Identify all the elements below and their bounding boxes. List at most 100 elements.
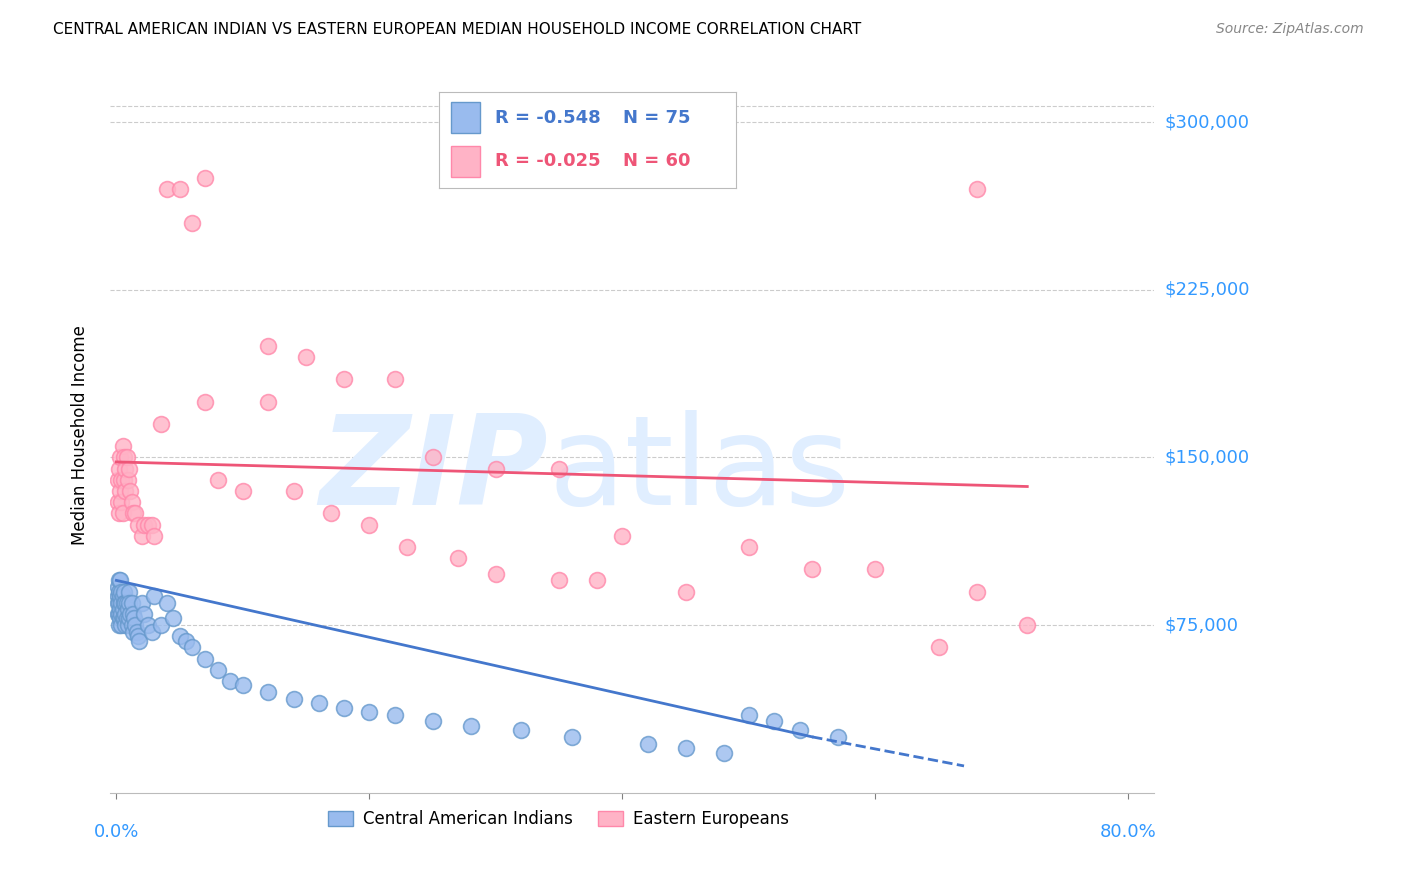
Point	[257, 394, 280, 409]
Point	[156, 596, 179, 610]
Point	[117, 602, 139, 616]
Point	[156, 182, 179, 196]
Point	[121, 495, 143, 509]
Point	[207, 473, 229, 487]
Point	[422, 714, 444, 729]
Point	[108, 483, 131, 498]
Text: atlas: atlas	[548, 410, 851, 532]
Point	[181, 640, 204, 655]
Point	[118, 611, 141, 625]
Point	[181, 216, 204, 230]
Point	[283, 483, 305, 498]
Point	[112, 611, 135, 625]
Point	[108, 574, 131, 588]
Point	[108, 584, 131, 599]
Point	[141, 517, 163, 532]
Point	[114, 483, 136, 498]
Point	[143, 589, 166, 603]
Point	[127, 517, 149, 532]
Point	[111, 506, 134, 520]
Point	[396, 540, 419, 554]
Point	[232, 678, 254, 692]
Text: ZIP: ZIP	[319, 410, 548, 532]
Point	[1017, 618, 1039, 632]
Point	[827, 730, 849, 744]
Point	[422, 450, 444, 465]
Point	[219, 673, 242, 688]
Text: Source: ZipAtlas.com: Source: ZipAtlas.com	[1216, 22, 1364, 37]
Point	[738, 540, 761, 554]
Point	[510, 723, 533, 738]
Text: 80.0%: 80.0%	[1099, 823, 1157, 841]
Point	[136, 618, 159, 632]
Point	[114, 461, 136, 475]
Point	[131, 529, 153, 543]
Point	[110, 607, 132, 621]
Point	[115, 450, 138, 465]
Text: $300,000: $300,000	[1166, 113, 1250, 131]
Point	[586, 574, 609, 588]
Point	[108, 574, 131, 588]
Point	[112, 584, 135, 599]
Point	[110, 596, 132, 610]
Text: $150,000: $150,000	[1166, 449, 1250, 467]
Point	[194, 651, 217, 665]
Point	[125, 624, 148, 639]
Point	[114, 607, 136, 621]
Point	[257, 339, 280, 353]
Point	[257, 685, 280, 699]
Point	[763, 714, 786, 729]
Point	[110, 584, 132, 599]
Point	[162, 611, 184, 625]
Point	[384, 707, 406, 722]
Point	[118, 461, 141, 475]
Point	[460, 719, 482, 733]
Point	[107, 596, 129, 610]
Point	[108, 607, 131, 621]
Point	[111, 611, 134, 625]
Point	[143, 529, 166, 543]
Point	[110, 618, 132, 632]
Point	[738, 707, 761, 722]
Point	[384, 372, 406, 386]
Point	[124, 506, 146, 520]
Point	[111, 439, 134, 453]
Point	[121, 618, 143, 632]
Point	[174, 633, 197, 648]
Point	[115, 611, 138, 625]
Point	[112, 473, 135, 487]
Point	[108, 461, 131, 475]
Point	[447, 551, 470, 566]
Point	[333, 372, 356, 386]
Point	[359, 517, 381, 532]
Point	[107, 495, 129, 509]
Point	[108, 602, 131, 616]
Point	[333, 701, 356, 715]
Point	[120, 607, 142, 621]
Point	[485, 461, 508, 475]
Point	[111, 589, 134, 603]
Point	[117, 618, 139, 632]
Point	[207, 663, 229, 677]
Point	[112, 596, 135, 610]
Point	[114, 596, 136, 610]
Point	[675, 741, 697, 756]
Point	[713, 746, 735, 760]
Point	[107, 607, 129, 621]
Text: $75,000: $75,000	[1166, 616, 1239, 634]
Point	[485, 566, 508, 581]
Point	[283, 691, 305, 706]
Point	[131, 596, 153, 610]
Point	[118, 584, 141, 599]
Point	[801, 562, 824, 576]
Point	[966, 182, 988, 196]
Point	[149, 618, 172, 632]
Point	[321, 506, 343, 520]
Point	[675, 584, 697, 599]
Point	[169, 629, 191, 643]
Point	[117, 473, 139, 487]
Text: $225,000: $225,000	[1166, 281, 1250, 299]
Point	[108, 611, 131, 625]
Point	[121, 624, 143, 639]
Point	[115, 596, 138, 610]
